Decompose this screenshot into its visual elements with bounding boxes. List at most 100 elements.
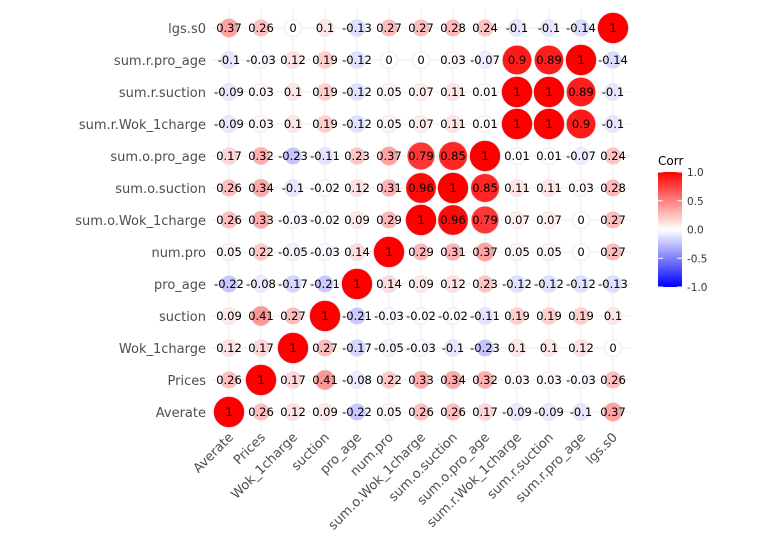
corr-value-label: 0.1 xyxy=(540,341,558,355)
corr-marker xyxy=(597,12,629,44)
corr-value-label: 0.03 xyxy=(248,117,274,131)
corr-marker xyxy=(284,19,302,37)
corr-value-label: 0.11 xyxy=(440,85,466,99)
corr-value-label: -0.13 xyxy=(598,277,628,291)
corr-value-label: 0.34 xyxy=(248,181,274,195)
corr-marker xyxy=(444,115,462,133)
corr-marker xyxy=(348,339,366,357)
corr-value-label: -0.12 xyxy=(502,277,532,291)
corr-marker xyxy=(220,211,238,229)
corr-marker xyxy=(380,307,398,325)
corr-marker xyxy=(284,179,302,197)
correlation-value-labels: 1 0.26 0.12 0.09 -0.22 0.05 0.26 0.26 0.17 -0.09-… xyxy=(214,21,628,419)
corr-value-label: 0.01 xyxy=(472,117,498,131)
corr-value-label: -0.03 xyxy=(310,245,340,259)
corr-marker xyxy=(405,204,437,236)
corr-value-label: 0.85 xyxy=(440,149,466,163)
y-tick-label: sum.r.pro_age xyxy=(114,54,206,69)
corr-marker xyxy=(540,307,558,325)
corr-value-label: -0.02 xyxy=(310,181,340,195)
correlation-markers xyxy=(213,12,629,428)
corr-marker xyxy=(501,44,533,76)
corr-marker xyxy=(380,339,398,357)
corr-marker xyxy=(565,108,597,140)
corr-value-label: -0.12 xyxy=(342,117,372,131)
x-tick-label: lgs.s0 xyxy=(583,430,620,467)
corr-value-label: 0.26 xyxy=(600,373,626,387)
corr-value-label: 0.23 xyxy=(472,277,498,291)
y-tick-label: lgs.s0 xyxy=(168,22,206,37)
corr-marker xyxy=(444,83,462,101)
legend-title: Corr xyxy=(658,154,683,168)
corr-value-label: 0.27 xyxy=(312,341,338,355)
corr-marker xyxy=(604,371,622,389)
corr-value-label: 0.41 xyxy=(312,373,338,387)
corr-marker xyxy=(470,205,500,235)
corr-value-label: 0.05 xyxy=(376,85,402,99)
corr-marker xyxy=(252,51,270,69)
corr-marker xyxy=(572,211,590,229)
corr-marker xyxy=(476,51,494,69)
legend-tick-label: -0.5 xyxy=(687,253,708,265)
corr-marker xyxy=(533,108,565,140)
corr-marker xyxy=(373,236,405,268)
corr-value-label: 0.05 xyxy=(376,405,402,419)
corr-marker xyxy=(380,275,398,293)
corr-marker xyxy=(540,275,558,293)
corr-marker xyxy=(444,339,462,357)
corr-value-label: -0.07 xyxy=(470,53,500,67)
corr-value-label: 0.26 xyxy=(248,405,274,419)
corr-value-label: -0.1 xyxy=(602,85,624,99)
corr-marker xyxy=(444,275,462,293)
corr-marker xyxy=(284,211,302,229)
corr-value-label: 0.26 xyxy=(216,213,242,227)
corr-marker xyxy=(380,211,398,229)
corr-value-label: 0.1 xyxy=(316,21,334,35)
corr-value-label: 0.11 xyxy=(440,117,466,131)
corr-value-label: 0.24 xyxy=(600,149,626,163)
corr-marker xyxy=(540,211,558,229)
corr-marker xyxy=(316,51,334,69)
corr-marker xyxy=(348,371,366,389)
corr-marker xyxy=(572,339,590,357)
corr-marker xyxy=(412,243,430,261)
corr-marker xyxy=(348,83,366,101)
corr-value-label: 0.12 xyxy=(280,53,306,67)
corr-value-label: 0.28 xyxy=(600,181,626,195)
corr-value-label: 0.05 xyxy=(536,245,562,259)
corr-value-label: 0.34 xyxy=(440,373,466,387)
y-axis-tick-labels: Averate Prices Wok_1charge suction pro_age nu… xyxy=(75,22,206,421)
corr-value-label: -0.07 xyxy=(566,149,596,163)
corr-marker xyxy=(348,179,366,197)
corr-value-label: -0.1 xyxy=(218,53,240,67)
corr-marker xyxy=(476,275,494,293)
corr-marker xyxy=(220,243,238,261)
corr-value-label: 1 xyxy=(289,341,296,355)
corr-value-label: 0.12 xyxy=(344,181,370,195)
corr-value-label: -0.14 xyxy=(598,53,628,67)
corr-value-label: 0.12 xyxy=(440,277,466,291)
corr-marker xyxy=(604,339,622,357)
corr-marker xyxy=(444,403,462,421)
corr-value-label: 0.11 xyxy=(536,181,562,195)
corr-marker xyxy=(508,243,526,261)
corr-value-label: 0.07 xyxy=(408,117,434,131)
corr-marker xyxy=(348,243,366,261)
corr-value-label: -0.1 xyxy=(538,21,560,35)
corr-marker xyxy=(379,146,399,166)
corr-marker xyxy=(604,179,622,197)
legend-tick-label: 0.5 xyxy=(687,196,704,208)
corr-marker xyxy=(412,275,430,293)
corr-value-label: 0.09 xyxy=(408,277,434,291)
corr-value-label: 0.03 xyxy=(248,85,274,99)
corr-value-label: -0.13 xyxy=(342,21,372,35)
corr-marker xyxy=(213,396,245,428)
corr-value-label: 0.14 xyxy=(376,277,402,291)
corr-value-label: 0.07 xyxy=(408,85,434,99)
corr-value-label: -0.08 xyxy=(342,373,372,387)
corr-marker xyxy=(405,172,437,204)
corr-marker xyxy=(412,83,430,101)
corr-marker xyxy=(380,179,398,197)
corr-value-label: 0.17 xyxy=(216,149,242,163)
corr-value-label: -0.08 xyxy=(246,277,276,291)
